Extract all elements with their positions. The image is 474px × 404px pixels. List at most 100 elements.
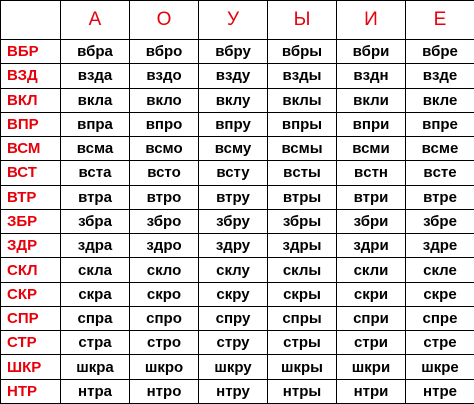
syllable-cell: збре <box>405 208 474 235</box>
syllable-cell: вбру <box>198 38 268 65</box>
syllable-cell: нтре <box>405 378 474 404</box>
syllable-cell: стре <box>405 330 474 356</box>
syllable-cell: втры <box>267 184 337 210</box>
table-row: ЗБР збра збро збру збры збри збре <box>0 208 474 235</box>
table-row: СПР спра спро спру спры спри спре <box>0 305 474 332</box>
syllable-cell: вста <box>60 160 130 186</box>
table-row: ШКР шкра шкро шкру шкры шкри шкре <box>0 354 474 380</box>
header-vowel-cell: И <box>336 0 406 40</box>
syllable-cell: шкре <box>405 354 474 380</box>
syllable-cell: збро <box>129 208 199 235</box>
consonant-cluster-label: ЗДР <box>0 233 61 259</box>
table-row: СКЛ скла скло склу склы скли скле <box>0 257 474 283</box>
consonant-cluster-label: ВСМ <box>0 136 61 162</box>
syllable-cell: вкло <box>129 87 199 113</box>
syllable-cell: стру <box>198 330 268 356</box>
syllable-cell: впро <box>129 111 199 138</box>
syllable-cell: спри <box>336 305 406 332</box>
syllable-cell: вздн <box>336 63 406 89</box>
syllable-cell: здре <box>405 233 474 259</box>
table-body: ВБР вбра вбро вбру вбры вбри вбре ВЗД взда вздо вз… <box>0 38 474 404</box>
table-row: НТР нтра нтро нтру нтры нтри нтре <box>0 378 474 404</box>
syllable-cell: здры <box>267 233 337 259</box>
syllable-cell: вздe <box>405 63 474 89</box>
syllable-cell: шкра <box>60 354 130 380</box>
syllable-cell: вздy <box>198 63 268 89</box>
syllable-cell: вбро <box>129 38 199 65</box>
syllable-cell: скры <box>267 281 337 307</box>
syllable-cell: збра <box>60 208 130 235</box>
syllable-cell: склы <box>267 257 337 283</box>
table-row: ВСМ всма всмо всму всмы всми всме <box>0 136 474 162</box>
consonant-cluster-label: СПР <box>0 305 61 332</box>
consonant-cluster-label: ШКР <box>0 354 61 380</box>
table-row: ВПР впра впро впру впры впри впре <box>0 111 474 138</box>
syllable-cell: вбры <box>267 38 337 65</box>
syllable-cell: стри <box>336 330 406 356</box>
syllable-cell: скра <box>60 281 130 307</box>
syllable-cell: збры <box>267 208 337 235</box>
syllable-cell: скло <box>129 257 199 283</box>
consonant-cluster-label: СКЛ <box>0 257 61 283</box>
syllable-cell: вбре <box>405 38 474 65</box>
syllable-cell: спре <box>405 305 474 332</box>
syllable-cell: впру <box>198 111 268 138</box>
syllable-cell: нтры <box>267 378 337 404</box>
syllable-cell: впри <box>336 111 406 138</box>
syllable-cell: склу <box>198 257 268 283</box>
syllable-cell: всмо <box>129 136 199 162</box>
syllable-cell: скро <box>129 281 199 307</box>
header-vowel-cell: Е <box>405 0 474 40</box>
table-row: ВТР втра втро втру втры втри втре <box>0 184 474 210</box>
consonant-cluster-label: ВСТ <box>0 160 61 186</box>
syllable-cell: всму <box>198 136 268 162</box>
consonant-cluster-label: ЗБР <box>0 208 61 235</box>
syllable-cell: нтри <box>336 378 406 404</box>
syllable-cell: всми <box>336 136 406 162</box>
syllable-cell: здри <box>336 233 406 259</box>
consonant-cluster-label: ВКЛ <box>0 87 61 113</box>
syllable-cell: впре <box>405 111 474 138</box>
syllable-cell: втра <box>60 184 130 210</box>
table-row: ВЗД взда вздо вздy взды вздн вздe <box>0 63 474 89</box>
syllable-cell: спро <box>129 305 199 332</box>
header-vowel-cell: А <box>60 0 130 40</box>
syllable-cell: вcты <box>267 160 337 186</box>
header-vowel-cell: О <box>129 0 199 40</box>
consonant-cluster-label: ВПР <box>0 111 61 138</box>
table-row: СТР стра стро стру стры стри стре <box>0 330 474 356</box>
syllable-cell: скла <box>60 257 130 283</box>
consonant-cluster-label: СТР <box>0 330 61 356</box>
syllable-cell: спры <box>267 305 337 332</box>
syllable-cell: впры <box>267 111 337 138</box>
consonant-cluster-label: ВБР <box>0 38 61 65</box>
header-corner-cell <box>0 0 61 40</box>
consonant-cluster-label: НТР <box>0 378 61 404</box>
syllable-cell: взда <box>60 63 130 89</box>
table-row: ЗДР здра здро здру здры здри здре <box>0 233 474 259</box>
syllable-cell: нтро <box>129 378 199 404</box>
syllable-cell: вбра <box>60 38 130 65</box>
syllable-cell: скли <box>336 257 406 283</box>
syllable-cell: вклы <box>267 87 337 113</box>
syllable-cell: шкры <box>267 354 337 380</box>
consonant-cluster-label: СКР <box>0 281 61 307</box>
table-row: СКР скра скро скру скры скри скре <box>0 281 474 307</box>
syllable-cell: втру <box>198 184 268 210</box>
header-vowel-cell: Ы <box>267 0 337 40</box>
syllable-cell: втри <box>336 184 406 210</box>
syllable-cell: вкле <box>405 87 474 113</box>
syllable-cell: вкла <box>60 87 130 113</box>
syllable-cell: стра <box>60 330 130 356</box>
syllable-cell: спру <box>198 305 268 332</box>
syllable-cell: здро <box>129 233 199 259</box>
syllable-cell: вcтн <box>336 160 406 186</box>
syllable-cell: збру <box>198 208 268 235</box>
consonant-cluster-label: ВЗД <box>0 63 61 89</box>
syllable-cell: всмы <box>267 136 337 162</box>
table-row: ВСТ вста всто всту вcты вcтн вcте <box>0 160 474 186</box>
syllable-cell: шкри <box>336 354 406 380</box>
